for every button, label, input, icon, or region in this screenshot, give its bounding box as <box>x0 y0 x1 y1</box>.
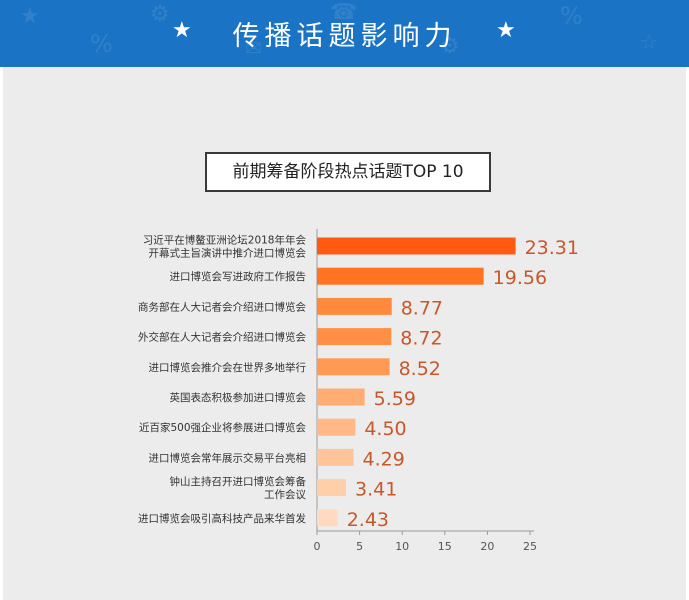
value-label: 19.56 <box>493 267 547 289</box>
bar <box>317 267 484 285</box>
decor-icon: ✉ <box>245 36 262 60</box>
category-label: 进口博览会推介会在世界多地举行 <box>149 361 307 374</box>
chart-title: 前期筹备阶段热点话题TOP 10 <box>205 152 491 192</box>
star-right-icon: ★ <box>496 18 516 43</box>
value-label: 2.43 <box>347 509 389 531</box>
category-label: 工作会议 <box>264 488 306 501</box>
bar <box>317 418 356 436</box>
category-label: 商务部在人大记者会介绍进口博览会 <box>138 300 306 313</box>
x-tick-label: 10 <box>395 540 409 553</box>
value-label: 23.31 <box>525 237 579 259</box>
value-label: 8.52 <box>399 358 441 380</box>
category-label: 进口博览会常年展示交易平台亮相 <box>149 451 307 464</box>
value-label: 4.50 <box>364 418 406 440</box>
bar <box>317 328 392 346</box>
bar <box>317 237 516 255</box>
category-label: 习近平在博鳌亚洲论坛2018年年会 <box>143 234 307 247</box>
x-tick-label: 25 <box>523 540 537 553</box>
category-label: 开幕式主旨演讲中推介进口博览会 <box>149 247 307 260</box>
category-label: 英国表态积极参加进口博览会 <box>170 391 307 404</box>
star-left-icon: ★ <box>172 18 192 43</box>
bar <box>317 297 392 315</box>
header-banner: ★ % ⚙ ✉ ☎ ⚙ % ☆ ★ 传播话题影响力 ★ <box>0 0 689 67</box>
value-label: 5.59 <box>374 388 416 410</box>
decor-icon: ☎ <box>330 0 358 25</box>
category-label: 近百家500强企业将参展进口博览会 <box>139 421 307 434</box>
bar <box>317 358 390 376</box>
bar <box>317 388 365 406</box>
value-label: 8.72 <box>400 328 442 350</box>
value-label: 8.77 <box>401 297 443 319</box>
x-tick-label: 5 <box>356 540 363 553</box>
x-tick-label: 0 <box>314 540 321 553</box>
page-title: 传播话题影响力 <box>232 21 457 52</box>
decor-icon: ⚙ <box>440 34 460 59</box>
x-tick-label: 15 <box>438 540 452 553</box>
decor-icon: ★ <box>20 4 40 29</box>
x-tick-label: 20 <box>480 540 494 553</box>
category-label: 进口博览会吸引高科技产品来华首发 <box>138 512 306 525</box>
category-label: 外交部在人大记者会介绍进口博览会 <box>138 331 306 344</box>
decor-icon: % <box>90 30 113 58</box>
bar <box>317 448 354 466</box>
category-label: 进口博览会写进政府工作报告 <box>170 270 307 283</box>
category-label: 钟山主持召开进口博览会筹备 <box>170 475 307 488</box>
decor-icon: ☆ <box>640 30 658 54</box>
value-label: 4.29 <box>363 448 405 470</box>
bar <box>317 509 338 527</box>
bar <box>317 479 347 497</box>
value-label: 3.41 <box>355 479 397 501</box>
decor-icon: % <box>560 2 583 30</box>
decor-icon: ⚙ <box>150 2 170 27</box>
